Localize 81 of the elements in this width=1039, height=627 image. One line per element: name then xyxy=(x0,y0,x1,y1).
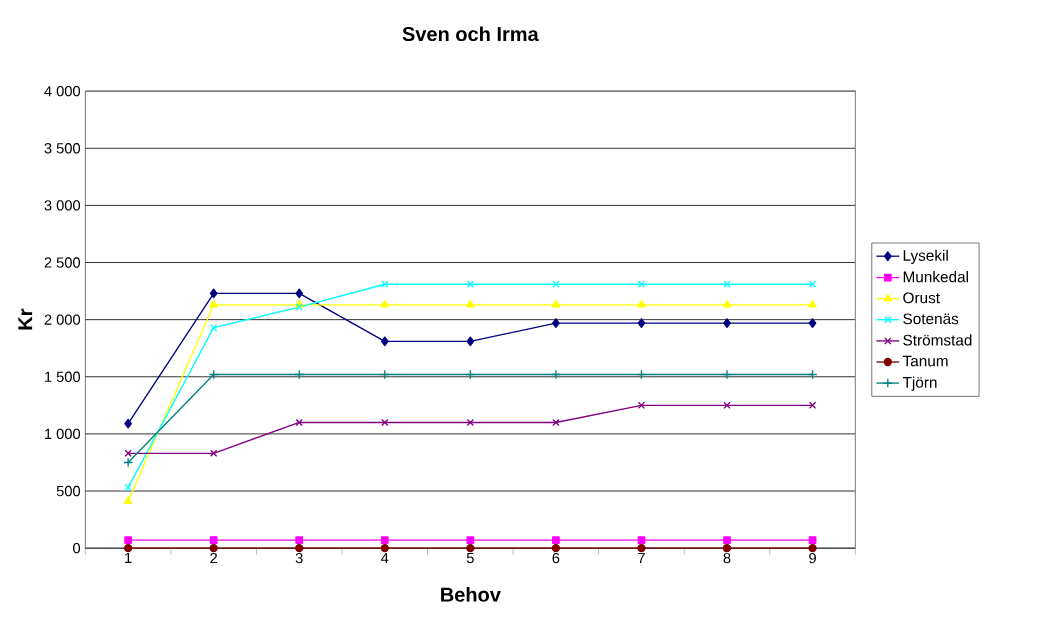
point xyxy=(123,496,133,505)
x-tick-label: 1 xyxy=(125,552,132,563)
chart-title: Sven och Irma xyxy=(402,26,539,42)
y-tick-label: 0 xyxy=(73,542,81,554)
point xyxy=(550,369,561,380)
x-tick-label: 7 xyxy=(638,552,645,563)
legend-label: Orust xyxy=(903,292,940,304)
point xyxy=(808,318,817,329)
x-tick-label: 9 xyxy=(809,552,816,564)
point xyxy=(295,536,304,545)
y-tick-label: 1 000 xyxy=(45,428,81,440)
point xyxy=(551,544,561,553)
point xyxy=(551,299,561,308)
point xyxy=(723,280,731,288)
legend-label: Strömstad xyxy=(903,334,972,346)
y-tick-label: 4 000 xyxy=(44,85,81,97)
point xyxy=(808,544,817,553)
point xyxy=(465,299,475,308)
y-tick-label: 3 000 xyxy=(44,200,81,211)
legend-label: Tanum xyxy=(902,355,948,367)
x-tick-label: 2 xyxy=(210,552,218,564)
point xyxy=(380,299,390,308)
x-tick-label: 4 xyxy=(381,552,389,563)
y-tick-label: 500 xyxy=(56,485,81,497)
point xyxy=(808,299,817,308)
legend-label: Sotenäs xyxy=(903,313,959,325)
point xyxy=(637,280,646,288)
point xyxy=(123,544,133,553)
point xyxy=(808,280,817,288)
point xyxy=(295,544,304,553)
point xyxy=(723,401,731,410)
point xyxy=(124,536,132,545)
x-tick-label: 6 xyxy=(552,552,560,564)
point xyxy=(380,336,389,347)
point xyxy=(466,544,475,553)
point xyxy=(466,418,475,427)
point xyxy=(722,299,732,308)
point xyxy=(552,318,560,329)
point xyxy=(209,299,219,308)
point xyxy=(295,288,304,299)
point xyxy=(723,318,731,329)
point xyxy=(209,544,218,553)
point xyxy=(808,401,817,410)
point xyxy=(722,369,732,380)
y-tick-label: 2 000 xyxy=(44,314,81,325)
point xyxy=(637,401,646,410)
legend-label: Munkedal xyxy=(903,271,968,283)
point xyxy=(124,418,132,429)
point xyxy=(380,544,389,553)
point xyxy=(209,536,218,545)
y-tick-label: 1 500 xyxy=(45,371,81,382)
point xyxy=(381,418,389,427)
point xyxy=(552,418,560,427)
point xyxy=(295,418,303,427)
point xyxy=(637,536,646,545)
point xyxy=(637,544,646,553)
y-tick-label: 3 500 xyxy=(44,143,81,154)
x-tick-label: 5 xyxy=(466,552,474,564)
point xyxy=(209,288,218,299)
legend-label: Lysekil xyxy=(903,249,948,264)
x-axis-title: Behov xyxy=(441,587,501,602)
point xyxy=(466,536,475,545)
x-tick-label: 8 xyxy=(723,552,731,564)
point xyxy=(295,303,303,311)
point xyxy=(466,336,475,347)
y-tick-label: 2 500 xyxy=(44,257,81,268)
point xyxy=(552,536,560,545)
point xyxy=(552,280,560,288)
point xyxy=(380,536,389,545)
point xyxy=(124,449,132,458)
point xyxy=(637,299,646,308)
point xyxy=(124,483,132,492)
x-tick-label: 3 xyxy=(295,552,303,564)
point xyxy=(466,280,475,288)
point xyxy=(637,318,646,329)
point xyxy=(123,457,134,468)
point xyxy=(808,536,817,545)
point xyxy=(723,536,731,545)
legend-label: Tjörn xyxy=(902,376,937,391)
y-axis-title: Kr xyxy=(18,308,33,330)
point xyxy=(722,544,732,553)
